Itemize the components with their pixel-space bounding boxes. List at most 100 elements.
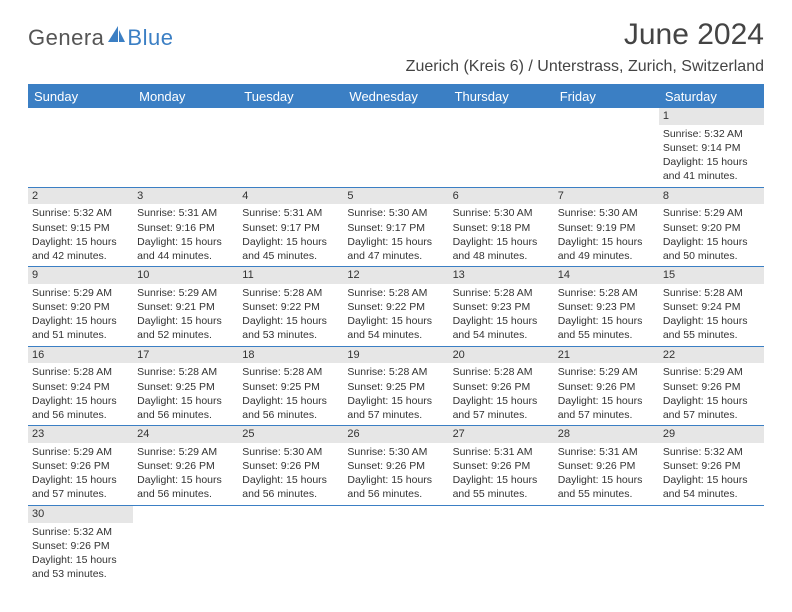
day-number: 16 <box>28 347 133 364</box>
day-number: 24 <box>133 426 238 443</box>
sunset-line: Sunset: 9:26 PM <box>32 539 129 553</box>
calendar-cell: 21Sunrise: 5:29 AMSunset: 9:26 PMDayligh… <box>554 346 659 426</box>
day-number: 17 <box>133 347 238 364</box>
daylight-line-1: Daylight: 15 hours <box>558 394 655 408</box>
sunrise-line: Sunrise: 5:28 AM <box>663 286 760 300</box>
daylight-line-2: and 54 minutes. <box>663 487 760 501</box>
daylight-line-1: Daylight: 15 hours <box>242 235 339 249</box>
day-number: 2 <box>28 188 133 205</box>
calendar-cell <box>343 108 448 187</box>
daylight-line-1: Daylight: 15 hours <box>453 314 550 328</box>
day-number: 12 <box>343 267 448 284</box>
sunset-line: Sunset: 9:22 PM <box>242 300 339 314</box>
daylight-line-1: Daylight: 15 hours <box>347 235 444 249</box>
sunset-line: Sunset: 9:24 PM <box>32 380 129 394</box>
calendar-row: 30 Sunrise: 5:32 AMSunset: 9:26 PMDayligh… <box>28 505 764 584</box>
daylight-line-2: and 42 minutes. <box>32 249 129 263</box>
daylight-line-1: Daylight: 15 hours <box>663 155 760 169</box>
weekday-header: Wednesday <box>343 84 448 108</box>
sunrise-line: Sunrise: 5:29 AM <box>32 286 129 300</box>
daylight-line-1: Daylight: 15 hours <box>32 235 129 249</box>
location-subtitle: Zuerich (Kreis 6) / Unterstrass, Zurich,… <box>406 58 764 76</box>
calendar-cell: 14Sunrise: 5:28 AMSunset: 9:23 PMDayligh… <box>554 267 659 347</box>
daylight-line-2: and 57 minutes. <box>347 408 444 422</box>
sunrise-line: Sunrise: 5:28 AM <box>137 365 234 379</box>
weekday-header: Monday <box>133 84 238 108</box>
daylight-line-2: and 56 minutes. <box>32 408 129 422</box>
calendar-cell: 27Sunrise: 5:31 AMSunset: 9:26 PMDayligh… <box>449 426 554 506</box>
sunset-line: Sunset: 9:23 PM <box>453 300 550 314</box>
sunrise-line: Sunrise: 5:28 AM <box>242 365 339 379</box>
sunset-line: Sunset: 9:17 PM <box>347 221 444 235</box>
daylight-line-1: Daylight: 15 hours <box>137 314 234 328</box>
calendar-cell: 1Sunrise: 5:32 AMSunset: 9:14 PMDaylight… <box>659 108 764 187</box>
sunset-line: Sunset: 9:24 PM <box>663 300 760 314</box>
daylight-line-1: Daylight: 15 hours <box>663 235 760 249</box>
sunrise-line: Sunrise: 5:31 AM <box>453 445 550 459</box>
daylight-line-1: Daylight: 15 hours <box>32 473 129 487</box>
daylight-line-2: and 55 minutes. <box>663 328 760 342</box>
daylight-line-1: Daylight: 15 hours <box>242 394 339 408</box>
daylight-line-1: Daylight: 15 hours <box>347 473 444 487</box>
daylight-line-2: and 56 minutes. <box>347 487 444 501</box>
weekday-header: Friday <box>554 84 659 108</box>
calendar-cell: 3Sunrise: 5:31 AMSunset: 9:16 PMDaylight… <box>133 187 238 267</box>
weekday-header: Tuesday <box>238 84 343 108</box>
daylight-line-2: and 56 minutes. <box>242 487 339 501</box>
calendar-cell <box>28 108 133 187</box>
calendar-cell: 30 Sunrise: 5:32 AMSunset: 9:26 PMDayligh… <box>28 505 133 584</box>
header-row: Genera Blue June 2024 Zuerich (Kreis 6) … <box>28 18 764 76</box>
sunset-line: Sunset: 9:15 PM <box>32 221 129 235</box>
logo-text-general: Genera <box>28 25 104 51</box>
daylight-line-2: and 57 minutes. <box>453 408 550 422</box>
sunset-line: Sunset: 9:21 PM <box>137 300 234 314</box>
daylight-line-1: Daylight: 15 hours <box>453 394 550 408</box>
daylight-line-1: Daylight: 15 hours <box>242 314 339 328</box>
daylight-line-1: Daylight: 15 hours <box>137 394 234 408</box>
calendar-cell: 23Sunrise: 5:29 AMSunset: 9:26 PMDayligh… <box>28 426 133 506</box>
sunrise-line: Sunrise: 5:31 AM <box>558 445 655 459</box>
sail-icon <box>106 24 126 51</box>
daylight-line-1: Daylight: 15 hours <box>137 473 234 487</box>
sunrise-line: Sunrise: 5:32 AM <box>32 525 129 539</box>
sunrise-line: Sunrise: 5:29 AM <box>663 206 760 220</box>
daylight-line-2: and 55 minutes. <box>558 487 655 501</box>
calendar-cell <box>449 108 554 187</box>
sunset-line: Sunset: 9:14 PM <box>663 141 760 155</box>
day-number: 14 <box>554 267 659 284</box>
daylight-line-2: and 50 minutes. <box>663 249 760 263</box>
calendar-cell: 29Sunrise: 5:32 AMSunset: 9:26 PMDayligh… <box>659 426 764 506</box>
sunset-line: Sunset: 9:26 PM <box>347 459 444 473</box>
calendar-cell: 13Sunrise: 5:28 AMSunset: 9:23 PMDayligh… <box>449 267 554 347</box>
daylight-line-1: Daylight: 15 hours <box>32 314 129 328</box>
calendar-cell: 18Sunrise: 5:28 AMSunset: 9:25 PMDayligh… <box>238 346 343 426</box>
calendar-cell <box>554 108 659 187</box>
calendar-cell: 8Sunrise: 5:29 AMSunset: 9:20 PMDaylight… <box>659 187 764 267</box>
calendar-row: 9Sunrise: 5:29 AMSunset: 9:20 PMDaylight… <box>28 267 764 347</box>
sunset-line: Sunset: 9:26 PM <box>663 459 760 473</box>
day-number: 11 <box>238 267 343 284</box>
day-number: 18 <box>238 347 343 364</box>
day-number: 20 <box>449 347 554 364</box>
calendar-cell: 17Sunrise: 5:28 AMSunset: 9:25 PMDayligh… <box>133 346 238 426</box>
calendar-cell: 10Sunrise: 5:29 AMSunset: 9:21 PMDayligh… <box>133 267 238 347</box>
calendar-cell <box>133 108 238 187</box>
day-number: 27 <box>449 426 554 443</box>
day-number: 28 <box>554 426 659 443</box>
sunrise-line: Sunrise: 5:30 AM <box>347 206 444 220</box>
calendar-row: 16Sunrise: 5:28 AMSunset: 9:24 PMDayligh… <box>28 346 764 426</box>
calendar-cell <box>554 505 659 584</box>
daylight-line-1: Daylight: 15 hours <box>32 394 129 408</box>
calendar-row: 1Sunrise: 5:32 AMSunset: 9:14 PMDaylight… <box>28 108 764 187</box>
day-number: 30 <box>28 506 133 523</box>
day-number: 13 <box>449 267 554 284</box>
sunrise-line: Sunrise: 5:32 AM <box>663 445 760 459</box>
weekday-header: Thursday <box>449 84 554 108</box>
day-number: 23 <box>28 426 133 443</box>
day-number: 3 <box>133 188 238 205</box>
daylight-line-2: and 57 minutes. <box>558 408 655 422</box>
calendar-table: Sunday Monday Tuesday Wednesday Thursday… <box>28 84 764 584</box>
day-number: 9 <box>28 267 133 284</box>
day-number: 4 <box>238 188 343 205</box>
daylight-line-1: Daylight: 15 hours <box>32 553 129 567</box>
